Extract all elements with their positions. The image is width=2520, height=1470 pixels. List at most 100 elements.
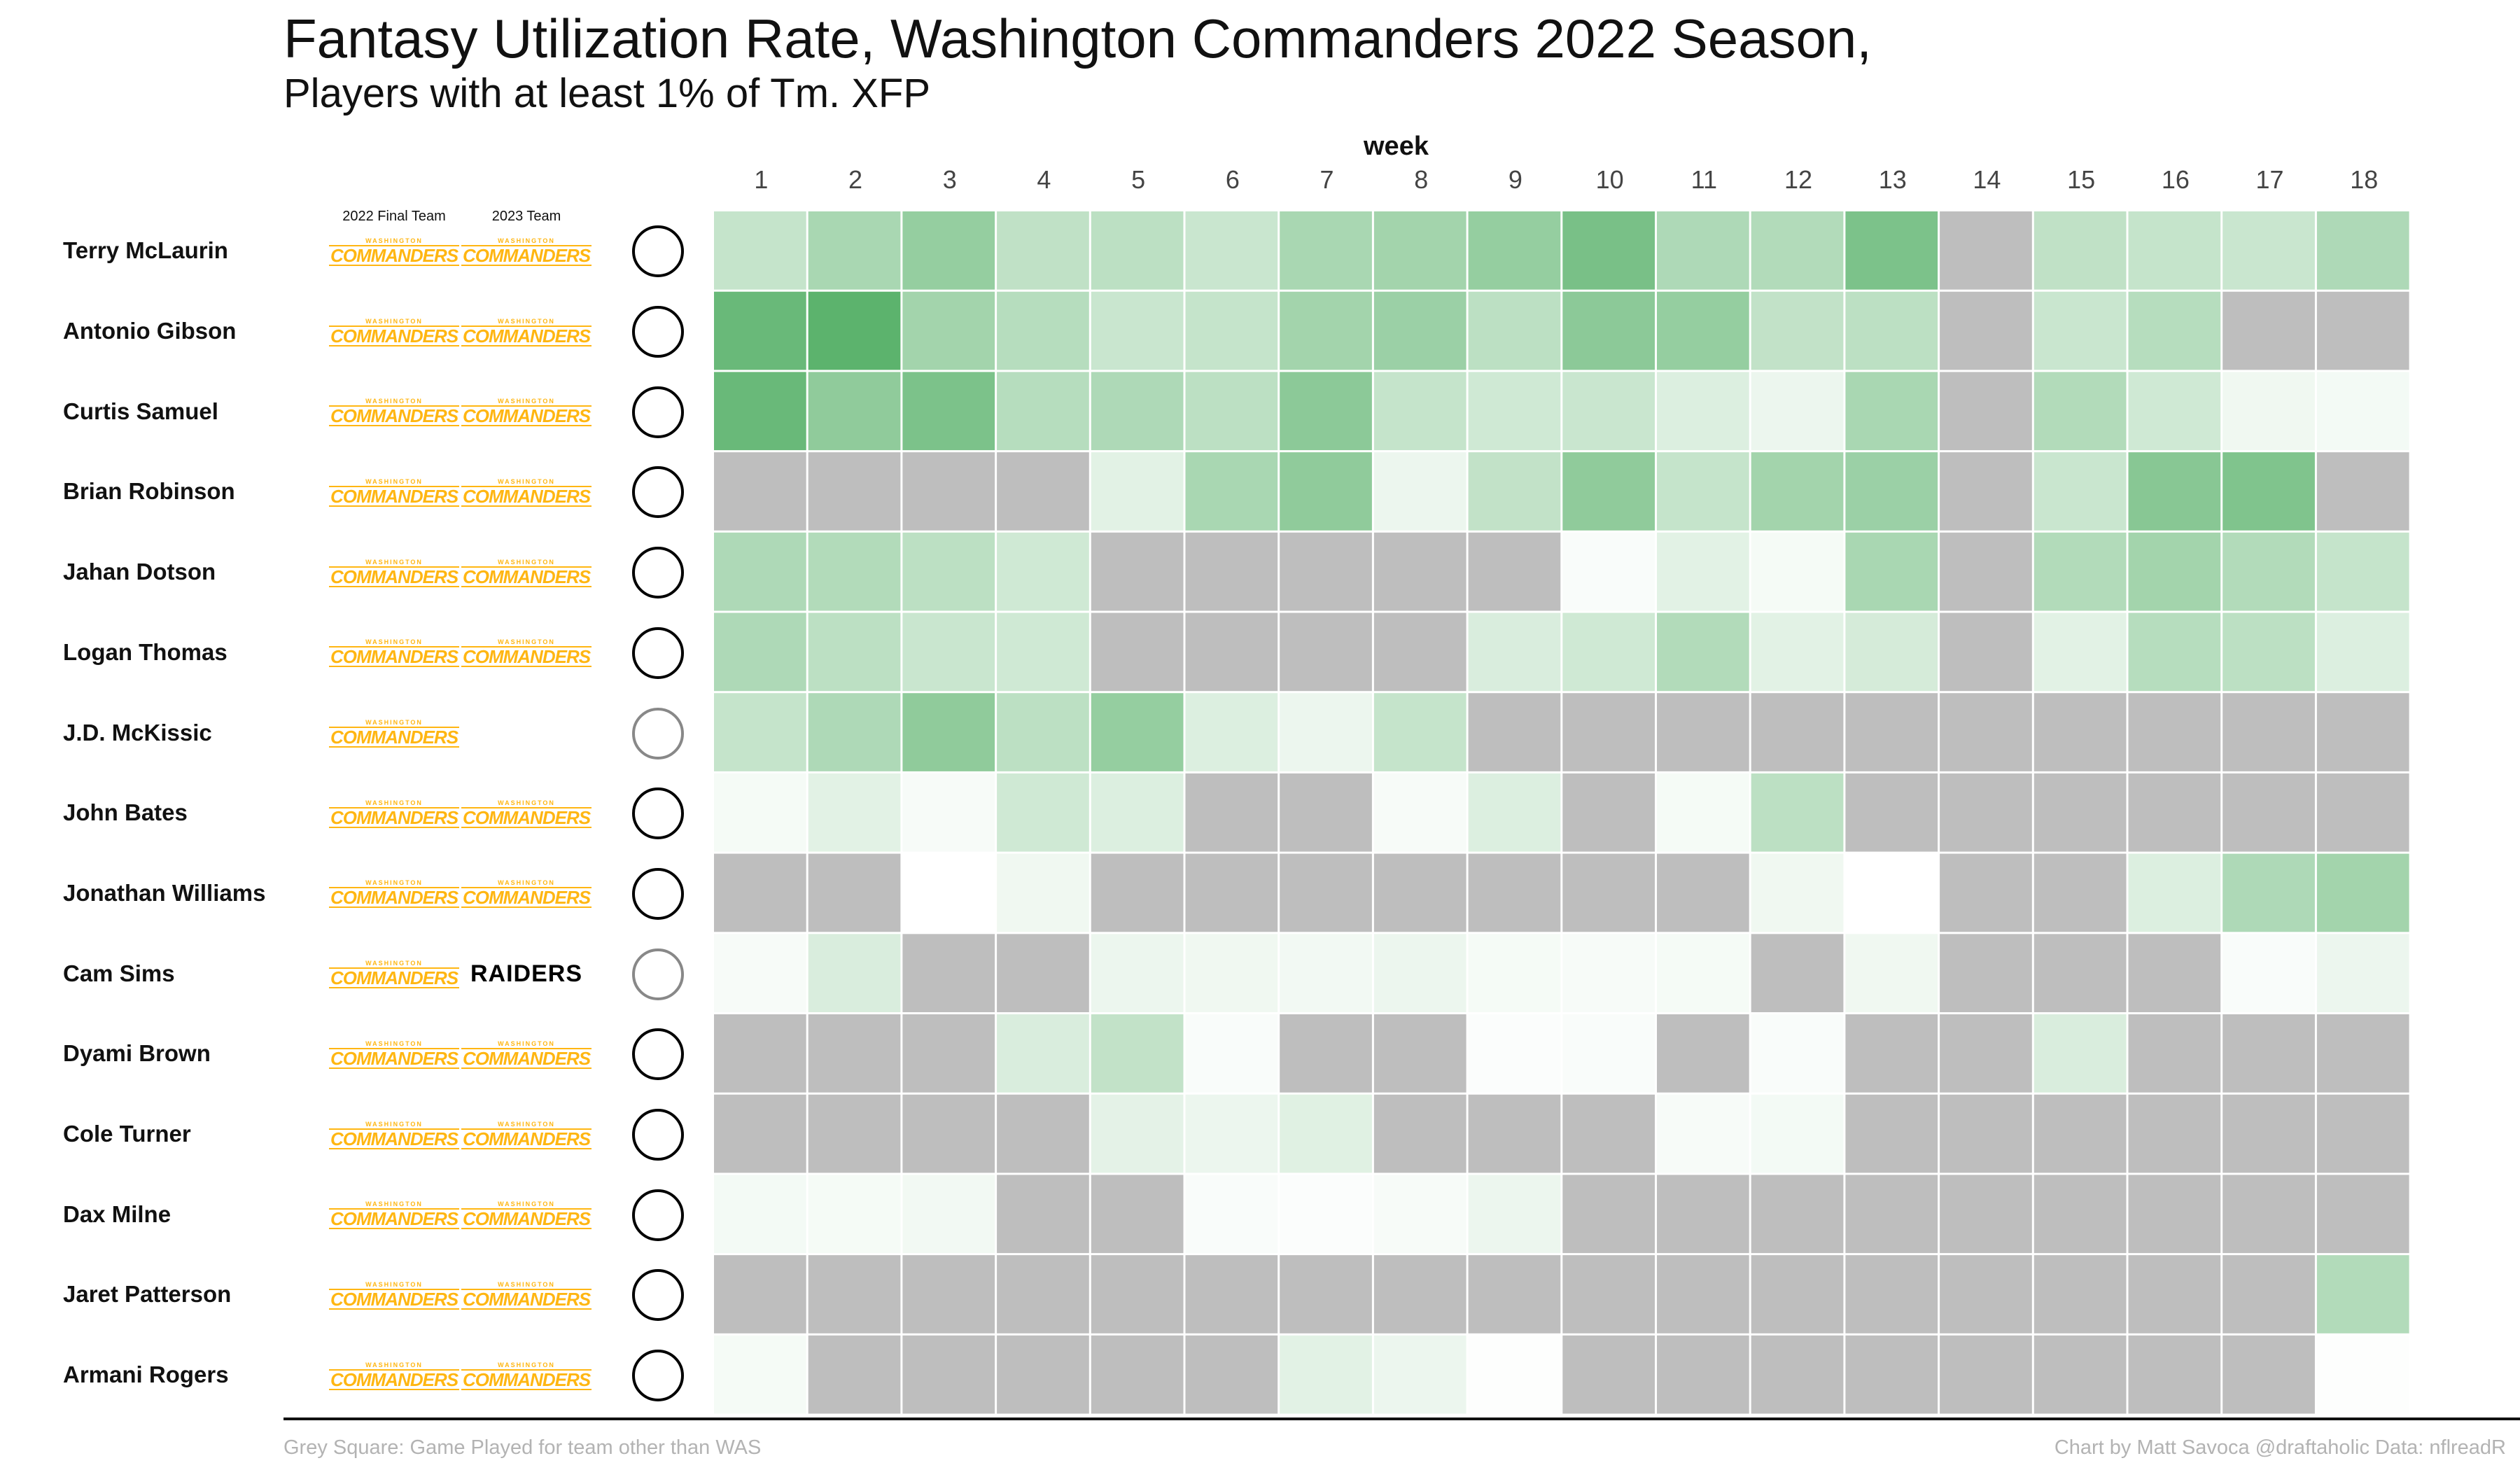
heatmap-cell xyxy=(1185,452,1278,531)
commanders-logo: WASHINGTON COMMANDERS xyxy=(461,237,592,266)
week-tick-label: 11 xyxy=(1690,165,1718,194)
player-headshot-avatar xyxy=(632,1269,684,1322)
player-name: Logan Thomas xyxy=(63,638,227,665)
heatmap-cell xyxy=(1562,532,1655,611)
heatmap-cell-missing xyxy=(1373,612,1466,692)
heatmap-cell-missing xyxy=(1657,1175,1749,1254)
heatmap-cell-missing xyxy=(2222,291,2315,370)
heatmap-cell-missing xyxy=(1373,853,1466,932)
commanders-logo: WASHINGTON COMMANDERS xyxy=(328,960,460,989)
player-headshot-avatar xyxy=(632,1350,684,1402)
heatmap-cell xyxy=(1845,452,1938,531)
heatmap-cell-missing xyxy=(997,1255,1089,1334)
heatmap-cell xyxy=(2316,1255,2409,1334)
heatmap-cell-missing xyxy=(997,934,1089,1012)
heatmap-cell xyxy=(808,372,901,451)
week-tick-label: 3 xyxy=(942,165,957,194)
heatmap-cell-missing xyxy=(2316,693,2409,771)
heatmap-cell xyxy=(714,291,806,370)
heatmap-cell-missing xyxy=(2128,693,2221,771)
heatmap-cell xyxy=(808,1175,901,1254)
heatmap-cell xyxy=(1468,612,1561,692)
chart-title: Fantasy Utilization Rate, Washington Com… xyxy=(284,8,1872,69)
heatmap-cell xyxy=(997,1014,1089,1093)
heatmap-cell xyxy=(2316,372,2409,451)
heatmap-cell-missing xyxy=(1940,1014,2032,1093)
player-headshot-avatar xyxy=(632,948,684,1000)
commanders-logo: WASHINGTON COMMANDERS xyxy=(328,1120,460,1149)
heatmap-cell-missing xyxy=(714,452,806,531)
commanders-logo: WASHINGTON COMMANDERS xyxy=(328,719,460,748)
heatmap-cell-missing xyxy=(1940,532,2032,611)
heatmap-cell-missing xyxy=(1185,773,1278,852)
heatmap-cell-missing xyxy=(1940,934,2032,1012)
heatmap-cell xyxy=(2128,211,2221,290)
heatmap-cell xyxy=(2222,934,2315,1012)
heatmap-cell-missing xyxy=(1091,1335,1184,1414)
heatmap-cell-missing xyxy=(714,1094,806,1173)
heatmap-cell xyxy=(1280,452,1372,531)
heatmap-cell-missing xyxy=(902,1255,995,1334)
heatmap-cell xyxy=(1185,1094,1278,1173)
commanders-logo: WASHINGTON COMMANDERS xyxy=(328,1200,460,1230)
heatmap-cell-missing xyxy=(1940,291,2032,370)
heatmap-cell xyxy=(1280,934,1372,1012)
week-tick-label: 6 xyxy=(1225,165,1240,194)
heatmap-cell xyxy=(1845,291,1938,370)
heatmap-cell-missing xyxy=(2033,1335,2127,1414)
heatmap-cell-missing xyxy=(1845,773,1938,852)
heatmap-cell xyxy=(1468,934,1561,1012)
heatmap-cell-missing xyxy=(1185,612,1278,692)
heatmap-cell xyxy=(2222,612,2315,692)
heatmap-cell xyxy=(1091,211,1184,290)
heatmap-cell xyxy=(902,1175,995,1254)
heatmap-cell xyxy=(902,693,995,771)
heatmap-cell xyxy=(1091,693,1184,771)
heatmap-cell-missing xyxy=(1280,612,1372,692)
heatmap-cell xyxy=(808,934,901,1012)
heatmap-cell-missing xyxy=(1091,853,1184,932)
heatmap-cell-missing xyxy=(1185,532,1278,611)
heatmap-cell xyxy=(2222,372,2315,451)
heatmap-cell-missing xyxy=(1280,853,1372,932)
heatmap-cell-missing xyxy=(1657,853,1749,932)
player-headshot-avatar xyxy=(632,788,684,840)
heatmap-cell xyxy=(997,693,1089,771)
heatmap-cell-missing xyxy=(714,1014,806,1093)
heatmap-cell-missing xyxy=(1751,934,1844,1012)
heatmap-cell-missing xyxy=(2128,934,2221,1012)
heatmap-cell-missing xyxy=(1468,1255,1561,1334)
player-headshot-avatar xyxy=(632,1028,684,1081)
heatmap-cell-missing xyxy=(2033,1175,2127,1254)
heatmap-cell xyxy=(2033,211,2127,290)
heatmap-cell-missing xyxy=(1940,211,2032,290)
heatmap-cell xyxy=(2128,291,2221,370)
heatmap-cell-missing xyxy=(2128,1175,2221,1254)
x-axis-label: week xyxy=(1364,132,1429,161)
heatmap-cell-missing xyxy=(1940,853,2032,932)
heatmap-cell xyxy=(1185,291,1278,370)
week-tick-label: 7 xyxy=(1320,165,1334,194)
heatmap-cell-missing xyxy=(1280,1255,1372,1334)
heatmap-cell xyxy=(902,853,995,932)
heatmap-cell xyxy=(1845,372,1938,451)
heatmap-cell xyxy=(902,211,995,290)
heatmap-cell xyxy=(2128,853,2221,932)
player-name: Antonio Gibson xyxy=(63,318,237,344)
player-name: Jonathan Williams xyxy=(63,879,266,906)
player-headshot-avatar xyxy=(632,1109,684,1161)
heatmap-cell xyxy=(997,211,1089,290)
player-name: Terry McLaurin xyxy=(63,237,228,264)
heatmap-cell-missing xyxy=(1657,1335,1749,1414)
heatmap-cell-missing xyxy=(2222,1255,2315,1334)
week-tick-label: 18 xyxy=(2350,165,2379,194)
heatmap-cell xyxy=(1185,693,1278,771)
heatmap-cell-missing xyxy=(1091,1255,1184,1334)
heatmap-cell xyxy=(2222,452,2315,531)
heatmap-cell xyxy=(714,211,806,290)
heatmap-cell-missing xyxy=(1562,1335,1655,1414)
heatmap-cell-missing xyxy=(1373,1014,1466,1093)
heatmap-cell xyxy=(997,612,1089,692)
heatmap-cell xyxy=(1751,372,1844,451)
heatmap-cell xyxy=(1562,452,1655,531)
